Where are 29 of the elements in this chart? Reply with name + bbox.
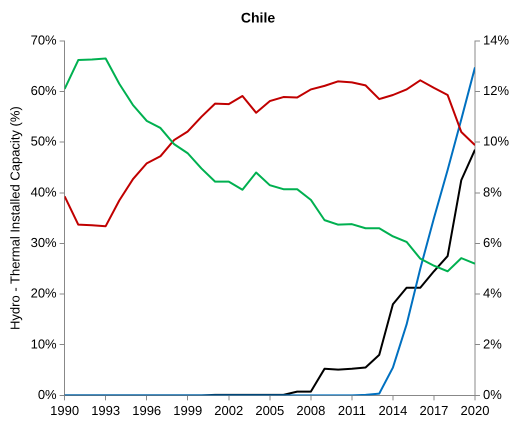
- y-tick-label: 0%: [38, 386, 58, 402]
- x-tick-label: 1996: [132, 402, 162, 418]
- y2-tick-label: 10%: [482, 134, 510, 149]
- y-tick-label: 60%: [30, 83, 58, 98]
- x-tick-label: 2014: [378, 402, 408, 418]
- x-tick-label: 2020: [460, 402, 490, 418]
- y2-tick-label: 2%: [482, 336, 502, 352]
- y2-tick-label: 12%: [482, 83, 510, 98]
- chart-title: Chile: [240, 9, 276, 26]
- x-tick-label: 2002: [214, 402, 244, 418]
- x-tick-label: 1999: [173, 402, 202, 418]
- y-tick-label: 70%: [30, 32, 58, 48]
- y-axis-title: Hydro - Thermal Installed Capacity (%): [7, 106, 22, 330]
- x-tick-label: 1990: [50, 402, 80, 418]
- y-tick-label: 30%: [30, 235, 58, 250]
- x-tick-label: 2017: [419, 402, 448, 418]
- y2-tick-label: 6%: [482, 235, 502, 250]
- y2-tick-label: 14%: [482, 32, 510, 48]
- y2-tick-label: 0%: [482, 386, 502, 402]
- y-tick-label: 40%: [30, 184, 58, 200]
- y2-tick-label: 8%: [482, 184, 502, 200]
- y-tick-label: 50%: [30, 134, 58, 149]
- x-tick-label: 1993: [91, 402, 120, 418]
- y-tick-label: 20%: [30, 286, 58, 301]
- x-tick-label: 2011: [338, 402, 366, 418]
- x-tick-label: 2005: [255, 402, 284, 418]
- y-tick-label: 10%: [30, 336, 58, 352]
- x-tick-label: 2008: [296, 402, 326, 418]
- y2-tick-label: 4%: [482, 286, 502, 301]
